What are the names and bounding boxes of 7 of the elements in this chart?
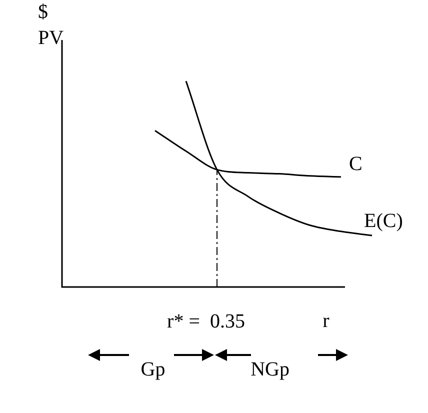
series-label: E(C) bbox=[364, 210, 403, 232]
text: Gp bbox=[140, 358, 166, 380]
text: r* = 0.35 bbox=[167, 310, 245, 332]
x-axis-title: r bbox=[322, 310, 330, 332]
series-label: C bbox=[349, 153, 362, 176]
y-axis-title: $ PV bbox=[38, 1, 64, 49]
text: NGp bbox=[250, 358, 290, 380]
